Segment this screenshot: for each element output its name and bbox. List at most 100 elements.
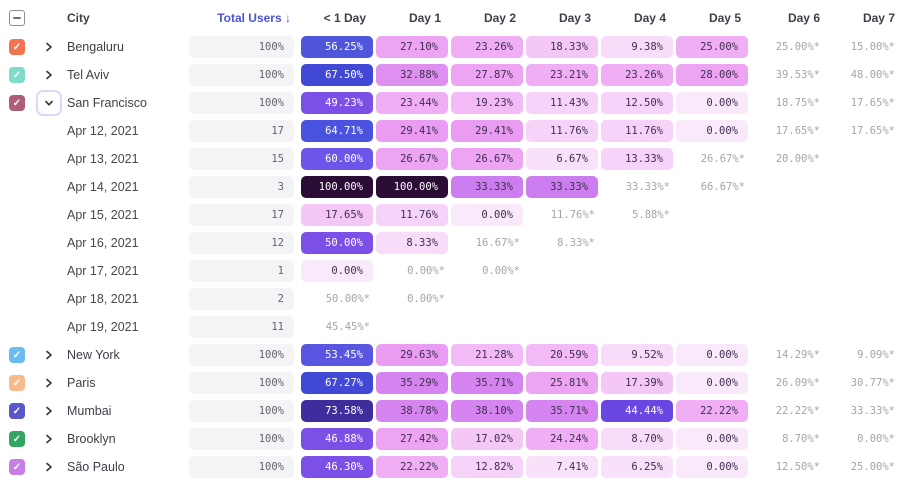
expand-chevron-icon[interactable]: [40, 402, 58, 420]
expand-chevron-icon[interactable]: [40, 66, 58, 84]
retention-estimate-value: 66.67%*: [700, 181, 745, 193]
retention-cell[interactable]: 49.23%: [301, 92, 373, 114]
column-header-total-users[interactable]: Total Users ↓: [217, 11, 291, 25]
retention-cell[interactable]: 25.81%: [526, 372, 598, 394]
retention-cell[interactable]: 18.33%: [526, 36, 598, 58]
row-checkbox[interactable]: ✓: [9, 459, 25, 475]
row-checkbox[interactable]: ✓: [9, 67, 25, 83]
retention-cell[interactable]: 60.00%: [301, 148, 373, 170]
collapse-chevron-icon[interactable]: [36, 90, 62, 116]
retention-cell[interactable]: 8.33%: [376, 232, 448, 254]
retention-cell[interactable]: 11.43%: [526, 92, 598, 114]
retention-cell[interactable]: 38.10%: [451, 400, 523, 422]
retention-cell[interactable]: 35.71%: [451, 372, 523, 394]
retention-cell[interactable]: 9.38%: [601, 36, 673, 58]
retention-cell[interactable]: 0.00%: [676, 120, 748, 142]
retention-cell[interactable]: 25.00%: [676, 36, 748, 58]
row-checkbox[interactable]: ✓: [9, 403, 25, 419]
retention-cell[interactable]: 12.50%: [601, 92, 673, 114]
cohort-date-label: Apr 19, 2021: [67, 320, 139, 334]
retention-cell[interactable]: 64.71%: [301, 120, 373, 142]
retention-cell[interactable]: 21.28%: [451, 344, 523, 366]
retention-cell[interactable]: 0.00%: [676, 372, 748, 394]
retention-cell[interactable]: 28.00%: [676, 64, 748, 86]
retention-cell[interactable]: 11.76%: [601, 120, 673, 142]
retention-cell[interactable]: 73.58%: [301, 400, 373, 422]
retention-cell[interactable]: 24.24%: [526, 428, 598, 450]
retention-cell[interactable]: 46.88%: [301, 428, 373, 450]
expand-chevron-icon[interactable]: [40, 38, 58, 56]
retention-cell[interactable]: 44.44%: [601, 400, 673, 422]
retention-cell[interactable]: 23.26%: [451, 36, 523, 58]
retention-cell[interactable]: 26.67%: [376, 148, 448, 170]
retention-cell[interactable]: 26.67%: [451, 148, 523, 170]
retention-cell[interactable]: 29.41%: [376, 120, 448, 142]
row-checkbox[interactable]: ✓: [9, 39, 25, 55]
retention-estimate-value: 17.65%*: [850, 97, 895, 109]
retention-cell[interactable]: 33.33%: [451, 176, 523, 198]
row-checkbox[interactable]: ✓: [9, 431, 25, 447]
retention-cell[interactable]: 17.02%: [451, 428, 523, 450]
retention-cell[interactable]: 0.00%: [676, 456, 748, 478]
expand-chevron-icon[interactable]: [40, 458, 58, 476]
retention-estimate-value: 26.09%*: [775, 377, 820, 389]
retention-cell[interactable]: 22.22%: [376, 456, 448, 478]
retention-cell[interactable]: 17.39%: [601, 372, 673, 394]
retention-cell[interactable]: 22.22%: [676, 400, 748, 422]
retention-estimate-value: 0.00%*: [857, 433, 895, 445]
row-checkbox[interactable]: ✓: [9, 95, 25, 111]
total-users-pill: 100%: [189, 372, 294, 394]
retention-cell[interactable]: 100.00%: [376, 176, 448, 198]
retention-cell[interactable]: 12.82%: [451, 456, 523, 478]
column-header-day-1: Day 1: [408, 11, 441, 25]
retention-cell[interactable]: 11.76%: [376, 204, 448, 226]
retention-cell[interactable]: 29.41%: [451, 120, 523, 142]
retention-cell[interactable]: 0.00%: [676, 428, 748, 450]
row-checkbox[interactable]: ✓: [9, 347, 25, 363]
retention-cell[interactable]: 32.88%: [376, 64, 448, 86]
retention-cell[interactable]: 19.23%: [451, 92, 523, 114]
retention-cell[interactable]: 27.10%: [376, 36, 448, 58]
retention-cell[interactable]: 67.50%: [301, 64, 373, 86]
row-checkbox[interactable]: ✓: [9, 375, 25, 391]
retention-cell[interactable]: 11.76%: [526, 120, 598, 142]
retention-cell[interactable]: 0.00%: [676, 344, 748, 366]
retention-cell[interactable]: 35.71%: [526, 400, 598, 422]
retention-cell[interactable]: 23.21%: [526, 64, 598, 86]
city-row: ✓ San Francisco 100% 49.23% 23.44% 19.23% 11.4…: [9, 89, 920, 117]
retention-cell[interactable]: 56.25%: [301, 36, 373, 58]
retention-cell[interactable]: 23.26%: [601, 64, 673, 86]
retention-cell[interactable]: 33.33%: [526, 176, 598, 198]
retention-cell[interactable]: 9.52%: [601, 344, 673, 366]
expand-chevron-icon[interactable]: [40, 374, 58, 392]
retention-cell[interactable]: 50.00%: [301, 232, 373, 254]
retention-cell[interactable]: 6.25%: [601, 456, 673, 478]
retention-cell[interactable]: 53.45%: [301, 344, 373, 366]
retention-cell[interactable]: 46.30%: [301, 456, 373, 478]
retention-cell[interactable]: 8.70%: [601, 428, 673, 450]
table-header: City Total Users ↓ < 1 Day Day 1 Day 2 D…: [9, 3, 920, 33]
retention-cell[interactable]: 7.41%: [526, 456, 598, 478]
retention-cell[interactable]: 38.78%: [376, 400, 448, 422]
retention-cell[interactable]: 0.00%: [451, 204, 523, 226]
expand-chevron-icon[interactable]: [40, 430, 58, 448]
retention-cell[interactable]: 0.00%: [676, 92, 748, 114]
retention-cell[interactable]: 17.65%: [301, 204, 373, 226]
expand-chevron-icon[interactable]: [40, 346, 58, 364]
retention-cell[interactable]: 27.42%: [376, 428, 448, 450]
retention-cell[interactable]: 35.29%: [376, 372, 448, 394]
retention-cell[interactable]: 20.59%: [526, 344, 598, 366]
cohort-date-row: Apr 16, 2021 12 50.00% 8.33% 16.67%* 8.33%*: [9, 229, 920, 257]
retention-cell[interactable]: 29.63%: [376, 344, 448, 366]
retention-cell[interactable]: 67.27%: [301, 372, 373, 394]
retention-cell[interactable]: 23.44%: [376, 92, 448, 114]
retention-cell[interactable]: 13.33%: [601, 148, 673, 170]
city-label: New York: [67, 348, 120, 362]
total-users-pill: 15: [189, 148, 294, 170]
retention-cell[interactable]: 6.67%: [526, 148, 598, 170]
select-all-checkbox[interactable]: [9, 10, 25, 26]
city-row: ✓ Brooklyn 100% 46.88% 27.42% 17.02% 24.24% 8.7…: [9, 425, 920, 453]
retention-cell[interactable]: 100.00%: [301, 176, 373, 198]
retention-cell[interactable]: 27.87%: [451, 64, 523, 86]
retention-cell[interactable]: 0.00%: [301, 260, 373, 282]
